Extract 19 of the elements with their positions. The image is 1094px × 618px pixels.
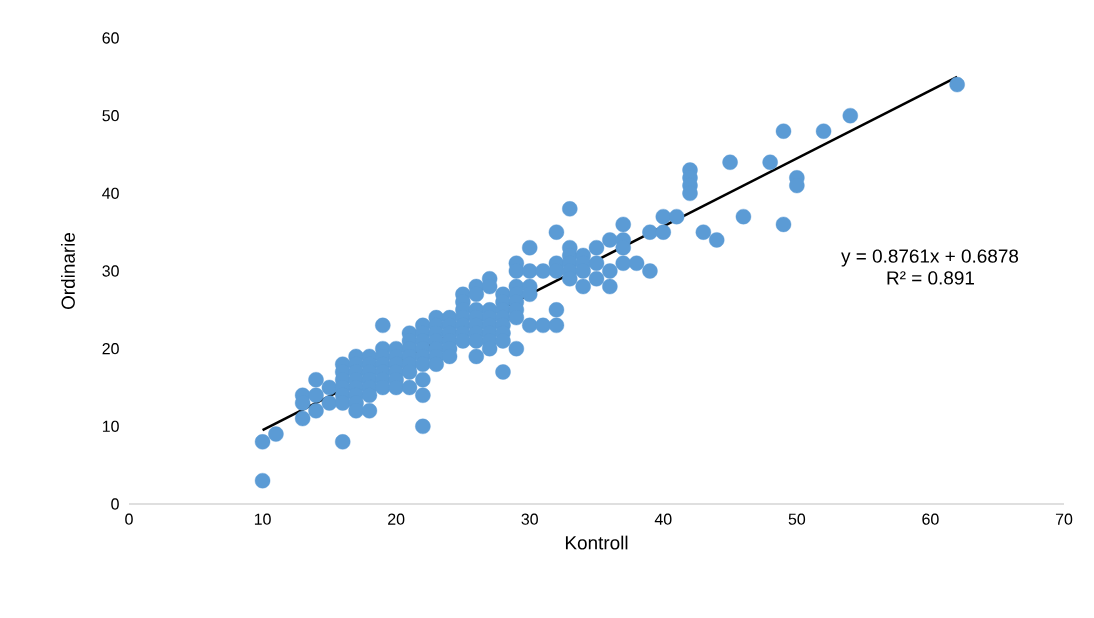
x-axis-title: Kontroll — [565, 535, 628, 550]
y-axis-title: Ordinarie — [61, 232, 75, 310]
x-tick-label: 20 — [388, 513, 405, 525]
x-tick-label: 60 — [922, 513, 939, 525]
y-tick-label: 50 — [102, 110, 119, 122]
y-tick-label: 30 — [102, 265, 119, 277]
x-tick-label: 0 — [125, 513, 133, 525]
y-tick-label: 10 — [102, 420, 119, 432]
y-tick-label: 60 — [102, 32, 119, 44]
x-tick-label: 30 — [521, 513, 538, 525]
y-tick-label: 40 — [102, 187, 119, 199]
x-tick-label: 10 — [254, 513, 271, 525]
x-tick-label: 40 — [654, 513, 672, 525]
y-tick-label: 20 — [102, 343, 119, 355]
annotation: R² = 0.891 — [887, 271, 974, 285]
annotation: y = 0.8761x + 0.6878 — [841, 249, 1019, 267]
y-tick-label: 0 — [111, 498, 119, 510]
x-tick-label: 70 — [1055, 513, 1073, 525]
x-tick-label: 50 — [788, 513, 806, 525]
